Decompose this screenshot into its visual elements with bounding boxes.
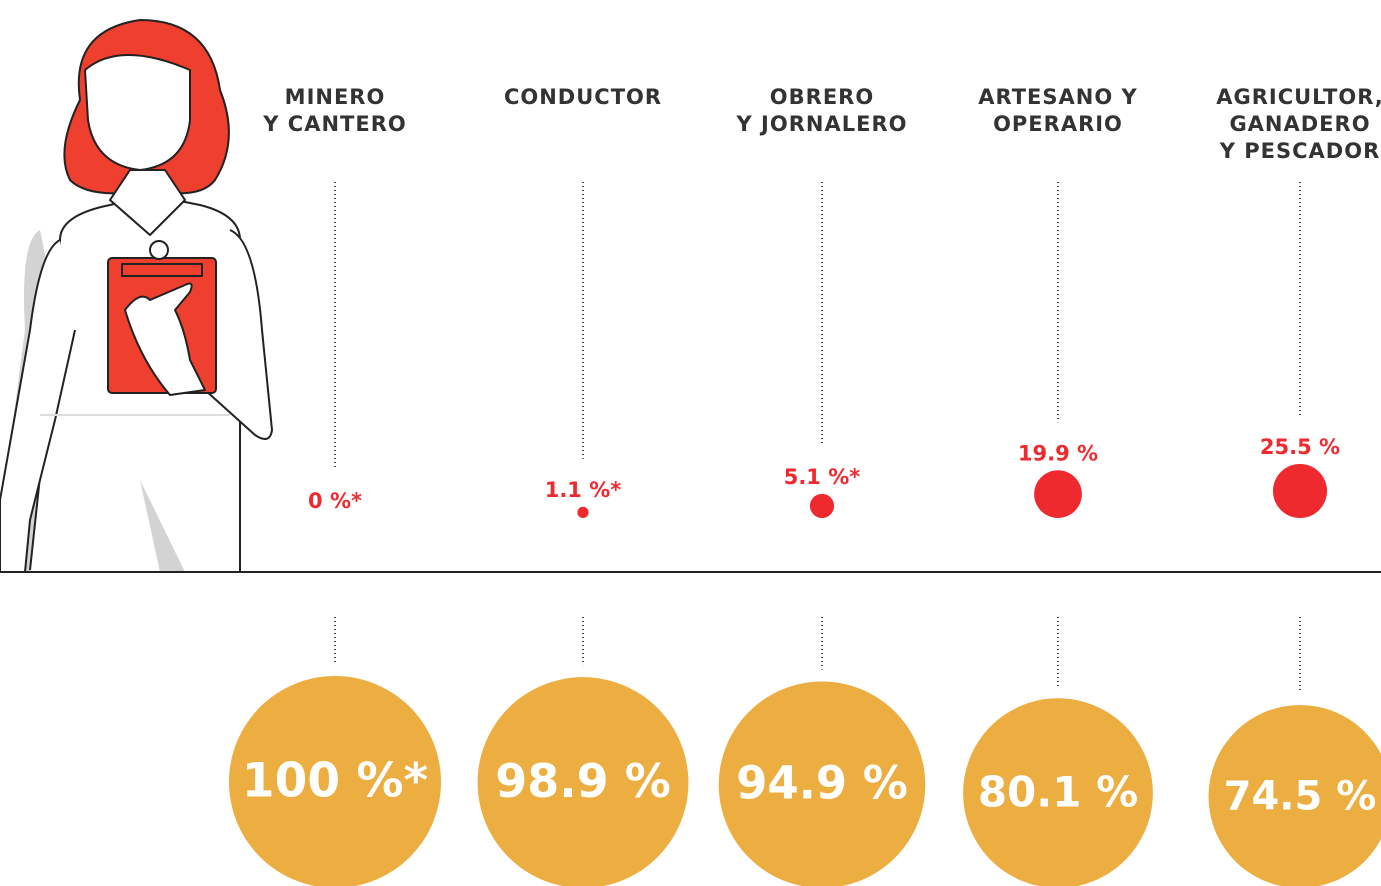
category-label: MINERO Y CANTERO [215, 84, 455, 138]
bubble [1034, 470, 1082, 518]
value-label: 25.5 % [1260, 435, 1340, 459]
bubble [810, 494, 834, 518]
value-label: 94.9 % [736, 757, 908, 810]
value-label: 74.5 % [1224, 774, 1377, 820]
category-label: AGRICULTOR, GANADERO Y PESCADOR [1180, 84, 1381, 165]
category-label: CONDUCTOR [463, 84, 703, 111]
value-label: 19.9 % [1018, 441, 1098, 465]
value-label: 98.9 % [495, 754, 671, 808]
value-label: 0 %* [308, 489, 362, 513]
infographic: 0 %* 100 %* 1.1 %* 98.9 % 5.1 %* 94.9 % 19.9 %… [0, 0, 1381, 886]
value-label: 80.1 % [978, 768, 1138, 817]
value-label: 5.1 %* [784, 465, 861, 489]
category-label: OBRERO Y JORNALERO [702, 84, 942, 138]
value-label: 1.1 %* [545, 478, 622, 502]
value-label: 100 %* [242, 754, 428, 809]
category-label: ARTESANO Y OPERARIO [938, 84, 1178, 138]
bubble [1273, 464, 1327, 518]
bubble [577, 507, 588, 518]
